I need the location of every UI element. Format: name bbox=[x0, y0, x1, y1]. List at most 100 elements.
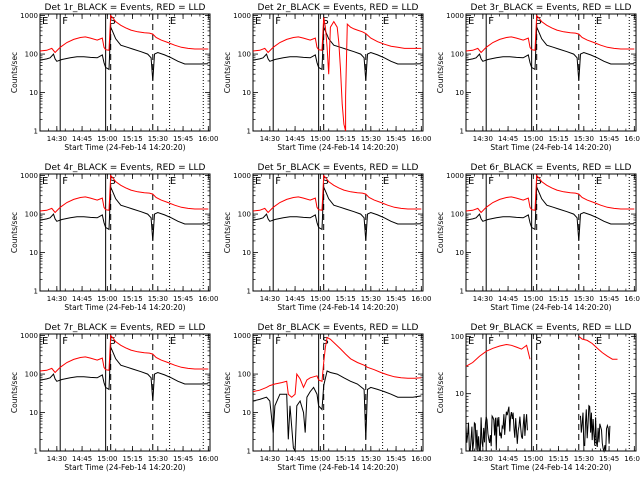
x-tick-label: 15:30 bbox=[148, 295, 168, 303]
segment-marker-label: F bbox=[275, 176, 281, 187]
x-axis-label: Start Time (24-Feb-14 14:20:20) bbox=[277, 143, 398, 152]
events-series-line bbox=[252, 186, 422, 242]
segment-marker-label: S bbox=[535, 16, 541, 27]
lld-series-line bbox=[39, 174, 209, 214]
plot-frame bbox=[39, 173, 211, 292]
y-tick-label: 1000 bbox=[446, 172, 464, 180]
panel-title: Det 6r_BLACK = Events, RED = LLD bbox=[471, 163, 632, 173]
y-tick-label: 1 bbox=[460, 288, 464, 296]
x-tick-label: 16:00 bbox=[198, 455, 218, 463]
y-tick-label: 1 bbox=[34, 128, 38, 136]
segment-marker-label: E bbox=[468, 336, 474, 347]
x-tick-label: 14:30 bbox=[260, 135, 280, 143]
x-tick-label: 15:45 bbox=[386, 295, 406, 303]
y-axis-label: Counts/sec bbox=[223, 212, 232, 253]
x-axis-label: Start Time (24-Feb-14 14:20:20) bbox=[64, 303, 185, 312]
x-tick-label: 15:30 bbox=[361, 455, 381, 463]
events-series-line bbox=[252, 370, 422, 453]
y-tick-label: 1000 bbox=[20, 332, 38, 340]
lld-series-line bbox=[578, 336, 618, 360]
y-tick-label: 10 bbox=[455, 89, 464, 97]
x-tick-label: 14:45 bbox=[72, 455, 92, 463]
y-axis-label: Counts/sec bbox=[10, 372, 19, 413]
segment-marker-label: F bbox=[62, 16, 68, 27]
panel-title: Det 3r_BLACK = Events, RED = LLD bbox=[471, 3, 632, 13]
plot-frame bbox=[252, 173, 424, 292]
x-tick-label: 16:00 bbox=[198, 295, 218, 303]
y-tick-label: 100 bbox=[25, 211, 38, 219]
y-tick-label: 100 bbox=[451, 333, 464, 341]
x-tick-label: 14:30 bbox=[47, 295, 67, 303]
segment-marker-label: E bbox=[42, 336, 48, 347]
x-tick-label: 15:00 bbox=[97, 295, 117, 303]
x-tick-label: 15:15 bbox=[548, 295, 568, 303]
y-tick-label: 1000 bbox=[446, 12, 464, 20]
lld-series-line bbox=[465, 14, 635, 54]
x-axis-label: Start Time (24-Feb-14 14:20:20) bbox=[64, 143, 185, 152]
x-tick-label: 15:30 bbox=[574, 295, 594, 303]
y-axis-label: Counts/sec bbox=[10, 52, 19, 93]
segment-marker-label: S bbox=[535, 176, 541, 187]
panel-3: Det 3r_BLACK = Events, RED = LLD 1 10 100 10… bbox=[436, 3, 640, 152]
x-tick-label: 16:00 bbox=[411, 135, 431, 143]
panel-title: Det 5r_BLACK = Events, RED = LLD bbox=[258, 163, 419, 173]
segment-marker-label: E bbox=[42, 176, 48, 187]
segment-marker-label: E bbox=[383, 176, 389, 187]
x-axis-label: Start Time (24-Feb-14 14:20:20) bbox=[277, 463, 398, 472]
events-series-line bbox=[465, 186, 635, 242]
segment-marker-label: E bbox=[596, 16, 602, 27]
x-tick-label: 15:15 bbox=[335, 135, 355, 143]
plot-frame bbox=[465, 333, 637, 452]
x-tick-label: 15:45 bbox=[173, 295, 193, 303]
lld-series-line bbox=[465, 343, 531, 367]
events-series-line bbox=[39, 26, 209, 82]
x-tick-label: 15:30 bbox=[361, 135, 381, 143]
x-tick-label: 15:45 bbox=[599, 455, 619, 463]
panel-title: Det 4r_BLACK = Events, RED = LLD bbox=[45, 163, 206, 173]
x-tick-label: 15:00 bbox=[310, 295, 330, 303]
panel-title: Det 8r_BLACK = Events, RED = LLD bbox=[258, 323, 419, 333]
x-tick-label: 14:30 bbox=[47, 455, 67, 463]
y-tick-label: 100 bbox=[238, 371, 251, 379]
x-tick-label: 15:45 bbox=[599, 135, 619, 143]
segment-marker-label: E bbox=[255, 16, 261, 27]
lld-series-line bbox=[252, 336, 422, 398]
panel-9: Det 9r_BLACK = Events, RED = LLD 1 10 100 14… bbox=[436, 323, 640, 472]
segment-marker-label: S bbox=[322, 176, 328, 187]
x-tick-label: 15:15 bbox=[122, 135, 142, 143]
plot-frame bbox=[39, 13, 211, 132]
x-tick-label: 15:30 bbox=[574, 135, 594, 143]
x-tick-label: 15:00 bbox=[523, 295, 543, 303]
lld-series-line bbox=[252, 174, 422, 214]
x-tick-label: 15:00 bbox=[97, 455, 117, 463]
lld-series-line bbox=[465, 174, 635, 214]
x-tick-label: 14:30 bbox=[260, 295, 280, 303]
x-tick-label: 14:45 bbox=[72, 135, 92, 143]
y-axis-label: Counts/sec bbox=[10, 212, 19, 253]
segment-marker-label: E bbox=[468, 176, 474, 187]
events-series-line bbox=[580, 404, 611, 453]
segment-marker-label: E bbox=[468, 16, 474, 27]
y-tick-label: 100 bbox=[25, 51, 38, 59]
x-tick-label: 16:00 bbox=[624, 295, 640, 303]
segment-marker-label: S bbox=[109, 336, 115, 347]
y-tick-label: 100 bbox=[238, 51, 251, 59]
x-tick-label: 14:30 bbox=[260, 455, 280, 463]
y-axis-label: Counts/sec bbox=[436, 52, 445, 93]
x-tick-label: 14:45 bbox=[285, 455, 305, 463]
x-tick-label: 15:15 bbox=[335, 295, 355, 303]
y-tick-label: 1 bbox=[247, 448, 251, 456]
x-tick-label: 14:30 bbox=[473, 135, 493, 143]
segment-marker-label: E bbox=[170, 336, 176, 347]
x-tick-label: 15:15 bbox=[335, 455, 355, 463]
x-tick-label: 16:00 bbox=[411, 295, 431, 303]
y-tick-label: 100 bbox=[451, 51, 464, 59]
y-tick-label: 1000 bbox=[20, 12, 38, 20]
segment-marker-label: E bbox=[255, 336, 261, 347]
x-tick-label: 14:45 bbox=[498, 455, 518, 463]
x-axis-label: Start Time (24-Feb-14 14:20:20) bbox=[64, 463, 185, 472]
x-tick-label: 15:45 bbox=[386, 455, 406, 463]
panel-title: Det 7r_BLACK = Events, RED = LLD bbox=[45, 323, 206, 333]
lld-series-line bbox=[39, 14, 209, 54]
y-tick-label: 1000 bbox=[20, 172, 38, 180]
